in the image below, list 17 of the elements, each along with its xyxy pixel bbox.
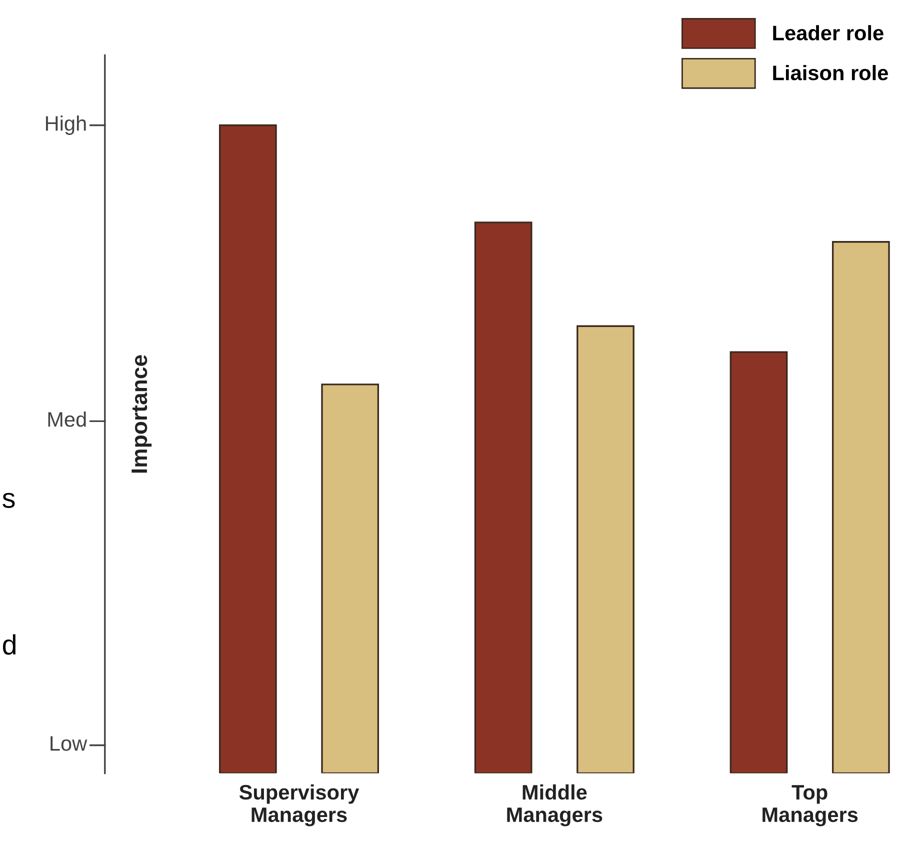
text: Med <box>48 411 86 427</box>
text: d <box>2 634 16 655</box>
text: High <box>46 116 86 135</box>
bar <box>832 241 890 774</box>
x-tick-label: Top Managers <box>762 785 858 826</box>
text: Low <box>50 736 88 751</box>
bar <box>730 351 788 774</box>
bar <box>218 124 277 774</box>
bar <box>321 384 380 774</box>
y-axis-title: Importance <box>132 355 152 473</box>
text: s <box>2 492 15 508</box>
x-tick-label: Middle Managers <box>507 784 602 826</box>
legend-label: Leader role <box>773 25 884 40</box>
bar <box>474 222 532 774</box>
legend-label: Liaison role <box>773 65 888 80</box>
bar <box>576 325 634 774</box>
x-tick-label: Supervisory Managers <box>239 784 360 826</box>
